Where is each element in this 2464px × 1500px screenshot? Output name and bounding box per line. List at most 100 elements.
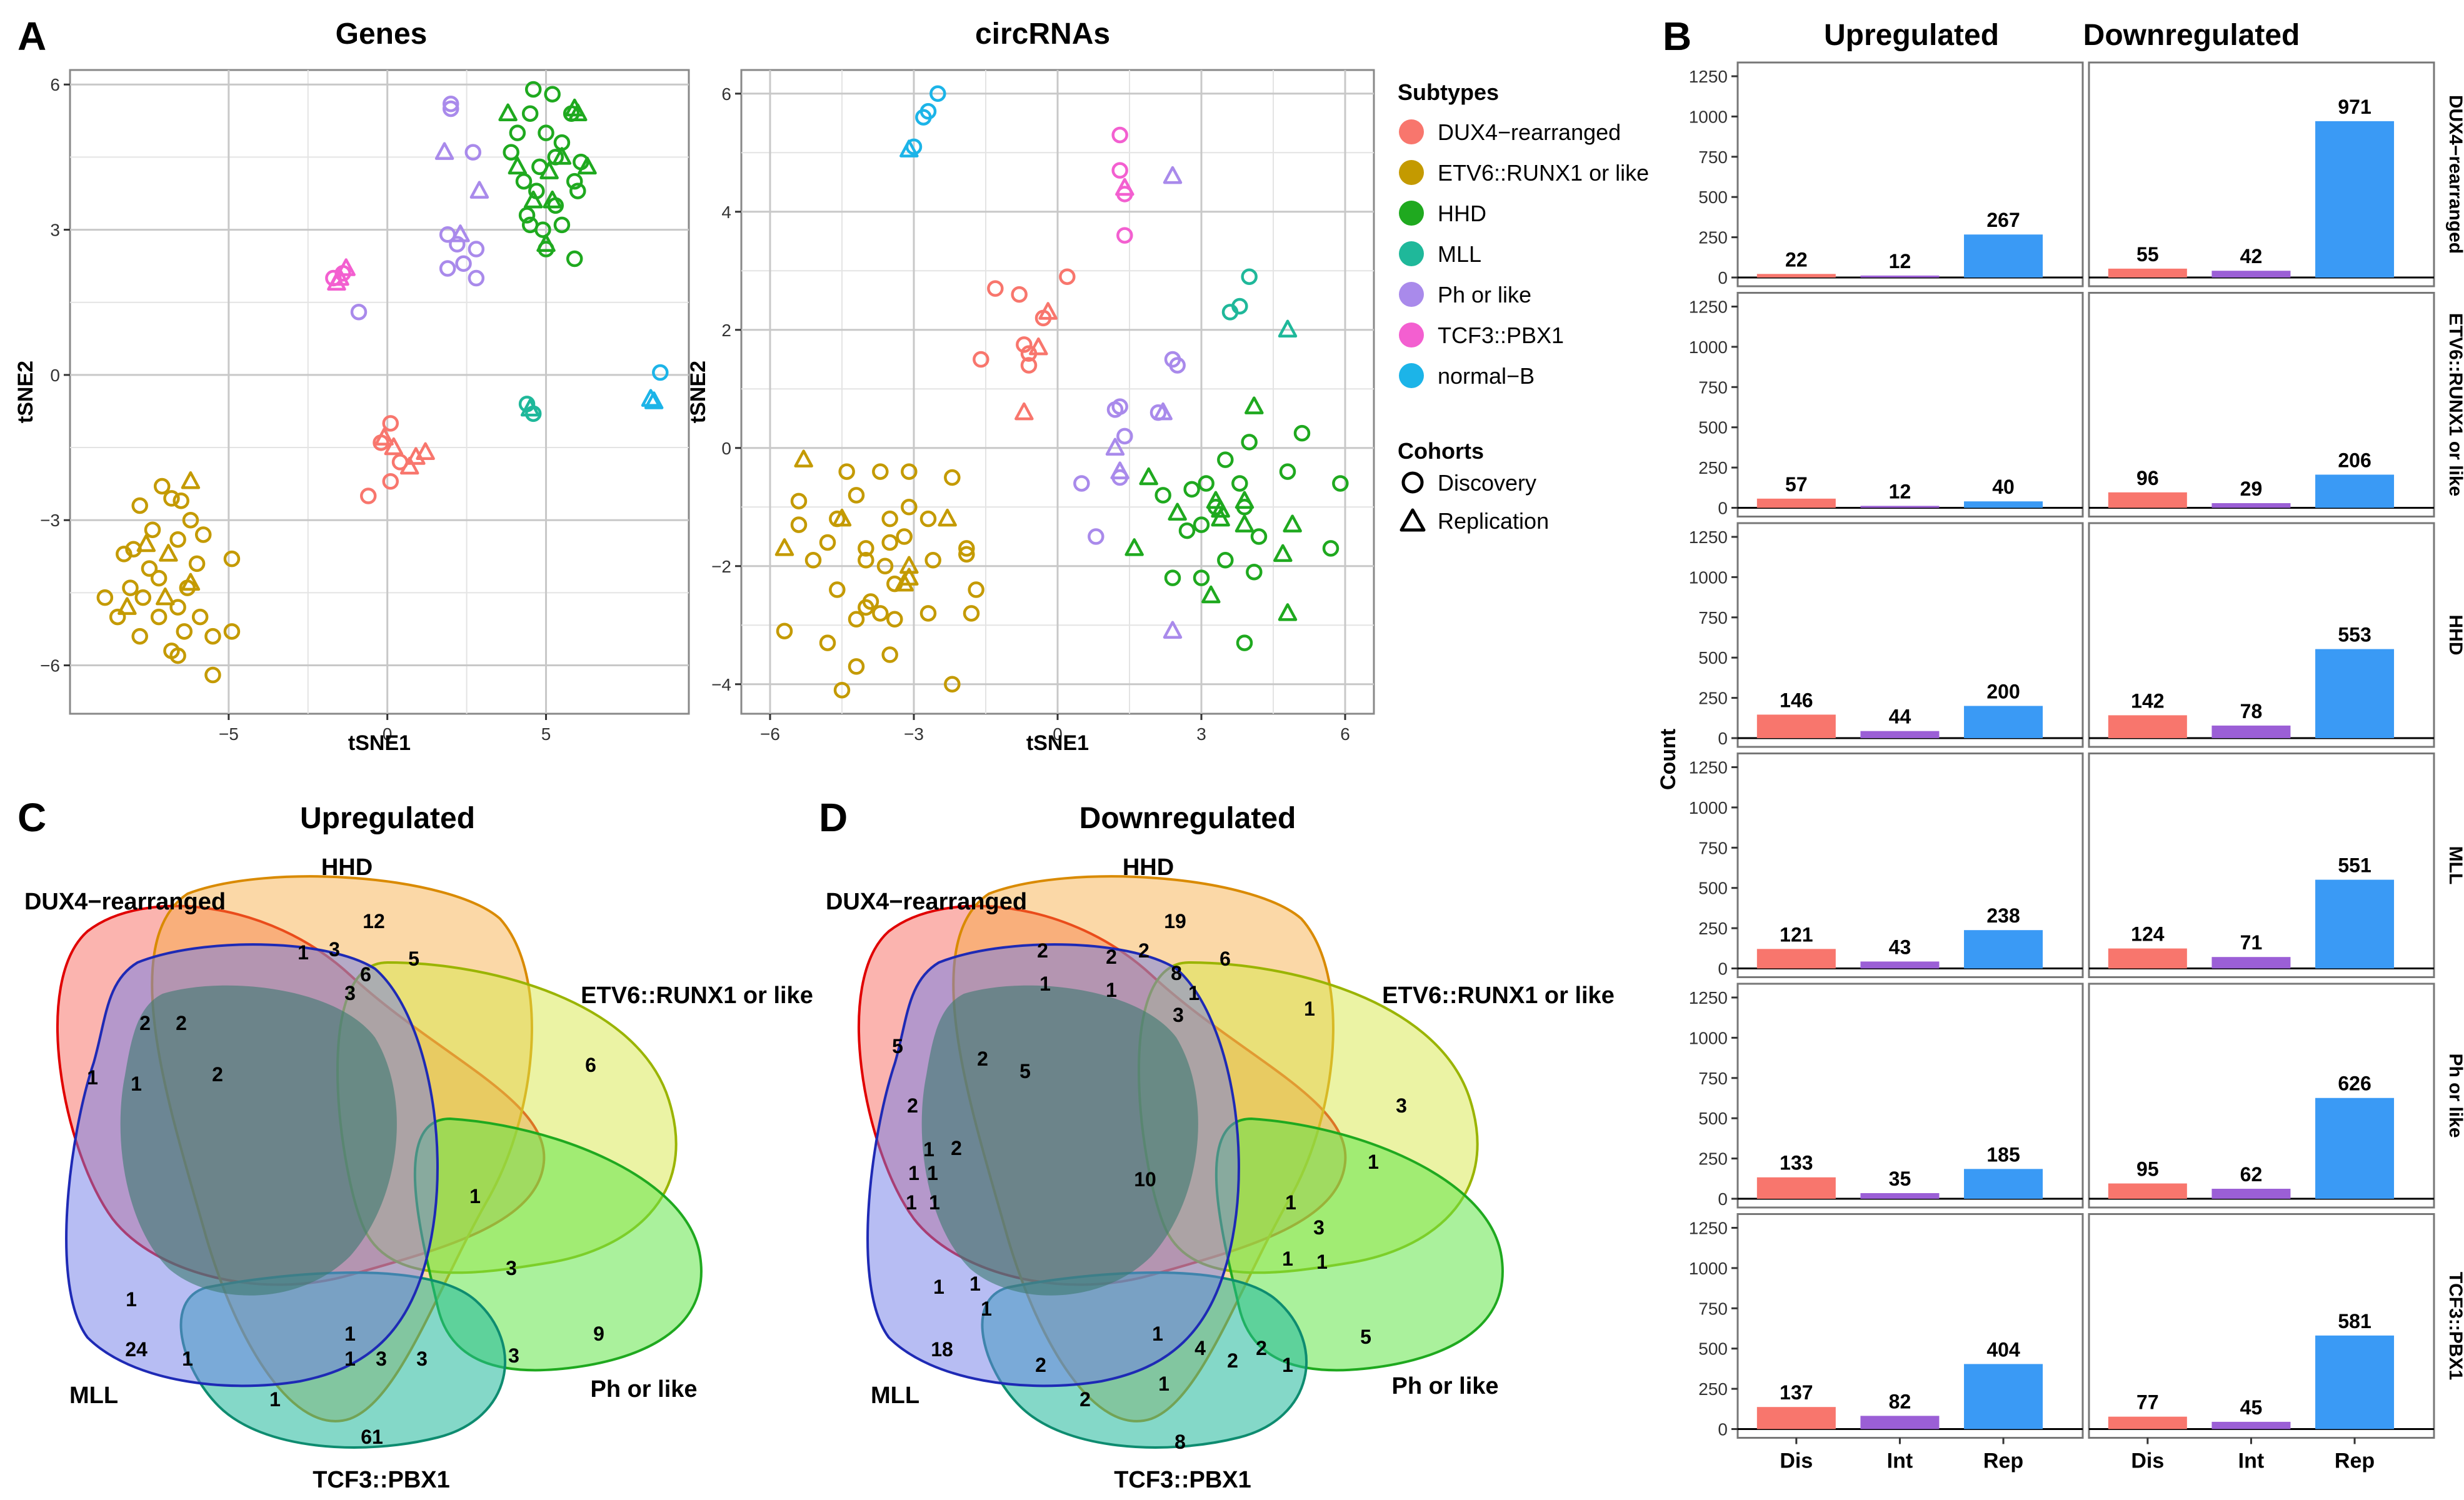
genes-scatter: Genes −5 0 5 −6 −3 0 3 6 tSNE1 tSNE2 [14, 18, 690, 755]
circrnas-point-replication [899, 139, 919, 158]
genes-point-discovery [359, 488, 377, 504]
venn-c-number: 3 [329, 938, 340, 961]
venn-d-number: 1 [923, 1138, 934, 1161]
circrnas-point-discovery [901, 499, 918, 516]
legend-subtype-label: HHD [1438, 201, 1486, 226]
bar-strip-label: Ph or like [2445, 1053, 2464, 1138]
venn-d-number: 1 [1158, 1372, 1169, 1395]
bar-dis [2108, 715, 2187, 738]
bar-y-tick-label: 0 [1718, 499, 1728, 518]
genes-point-discovery [204, 628, 221, 645]
venn-c-number: 61 [361, 1426, 383, 1448]
venn-d-label-mll: MLL [871, 1382, 919, 1409]
circrnas-point-discovery [876, 558, 894, 575]
bar-dis [2108, 268, 2187, 278]
venn-c-numbers: 12 1 3 5 6 3 2 2 1 2 6 1 3 1 9 3 1 24 1 … [87, 910, 604, 1448]
genes-point-discovery [538, 124, 554, 141]
circrnas-point-discovery [1169, 357, 1186, 374]
genes-point-replication [578, 156, 597, 175]
venn-c-number: 1 [126, 1288, 137, 1311]
genes-point-replication [536, 234, 556, 252]
circrnas-ticks: −6 −3 0 3 6 −4 −2 0 2 4 6 [711, 84, 1350, 744]
circrnas-point-replication [1211, 508, 1230, 527]
circrnas-y-tick-label: 0 [721, 439, 731, 458]
genes-point-replication [552, 147, 572, 165]
circrnas-point-discovery [1332, 475, 1349, 492]
bar-rep [2315, 474, 2395, 508]
venn-d-number: 1 [933, 1276, 944, 1298]
bar-strip-label: ETV6::RUNX1 or like [2445, 313, 2464, 496]
circrnas-point-replication [1168, 502, 1187, 521]
venn-d-numbers: 19 2 2 2 6 1 1 8 1 3 1 5 2 5 2 3 1 2 10 … [892, 910, 1407, 1453]
venn-c-number: 3 [508, 1344, 519, 1367]
venn-c-number: 1 [87, 1066, 98, 1089]
circrnas-point-replication [1029, 337, 1048, 356]
circrnas-ylabel: tSNE2 [686, 361, 710, 423]
genes-point-discovery [503, 144, 519, 161]
genes-point-discovery [153, 478, 171, 495]
genes-point-discovery [176, 623, 193, 640]
circrnas-point-discovery [790, 516, 808, 533]
genes-x-tick-label: 5 [541, 724, 551, 744]
circrnas-point-discovery [829, 581, 846, 598]
bar-y-tick-label: 1000 [1689, 568, 1728, 587]
bar-y-tick-label: 1000 [1689, 338, 1728, 357]
venn-d-number: 2 [1079, 1388, 1091, 1411]
venn-d-number: 10 [1134, 1168, 1156, 1191]
venn-c-number: 9 [593, 1322, 604, 1345]
genes-y-tick-label: 0 [50, 366, 60, 385]
bar-y-tick-label: 1250 [1689, 298, 1728, 317]
venn-d-number: 1 [1188, 982, 1199, 1004]
circrnas-point-discovery [886, 611, 903, 628]
venn-d-number: 2 [1106, 946, 1117, 968]
circrnas-point-discovery [1217, 552, 1234, 569]
circrnas-x-tick-label: −3 [904, 724, 924, 744]
circrnas-point-discovery [1059, 268, 1076, 285]
genes-point-discovery [521, 105, 539, 122]
bar-strip [2436, 753, 2464, 978]
circrnas-point-discovery [1236, 634, 1253, 651]
genes-point-discovery [141, 560, 158, 577]
genes-point-discovery [96, 589, 114, 606]
facet-title-downregulated: Downregulated [2083, 19, 2300, 52]
bar-value-label: 35 [1889, 1168, 1911, 1190]
bar-y-tick-label: 750 [1698, 1069, 1728, 1088]
genes-x-tick-label: 0 [383, 724, 393, 744]
circrnas-point-discovery [1241, 434, 1258, 451]
venn-d-label-dux4: DUX4−rearranged [826, 889, 1027, 915]
circrnas-point-discovery [919, 605, 937, 622]
venn-c-number: 1 [131, 1072, 142, 1095]
circrnas-point-discovery [881, 646, 898, 663]
legend-triangle-icon [1400, 508, 1426, 532]
genes-point-discovery [449, 236, 466, 253]
venn-d-core [921, 985, 1198, 1296]
panel-letter-c: C [18, 795, 46, 840]
venn-d-title: Downregulated [1079, 802, 1296, 835]
genes-point-discovery [382, 473, 399, 490]
circrnas-point-discovery [833, 681, 851, 699]
genes-point-replication [498, 103, 518, 121]
venn-d-label-tcf3: TCF3::PBX1 [1114, 1467, 1251, 1493]
bar-dis [2108, 948, 2187, 969]
legend-subtype-swatch [1399, 201, 1424, 226]
venn-d-number: 1 [929, 1191, 940, 1214]
genes-point-discovery [188, 555, 206, 572]
genes-point-replication [416, 442, 435, 461]
bar-value-label: 96 [2136, 467, 2159, 489]
circrnas-point-discovery [1178, 522, 1196, 539]
bar-y-tick-label: 1000 [1689, 107, 1728, 126]
venn-d-number: 5 [1360, 1326, 1371, 1348]
bar-int [2211, 1421, 2291, 1429]
genes-point-discovery [182, 511, 199, 529]
bar-y-tick-label: 250 [1698, 228, 1728, 248]
circrnas-point-discovery [1116, 428, 1133, 445]
bar-value-label: 238 [1986, 904, 2020, 927]
circrnas-point-replication [1105, 438, 1125, 456]
bar-value-label: 553 [2338, 624, 2371, 646]
bar-value-label: 133 [1780, 1152, 1813, 1174]
genes-point-discovery [566, 250, 583, 268]
bar-y-tick-label: 0 [1718, 959, 1728, 979]
bar-rep [1964, 501, 2043, 508]
venn-d-number: 1 [1106, 979, 1117, 1001]
